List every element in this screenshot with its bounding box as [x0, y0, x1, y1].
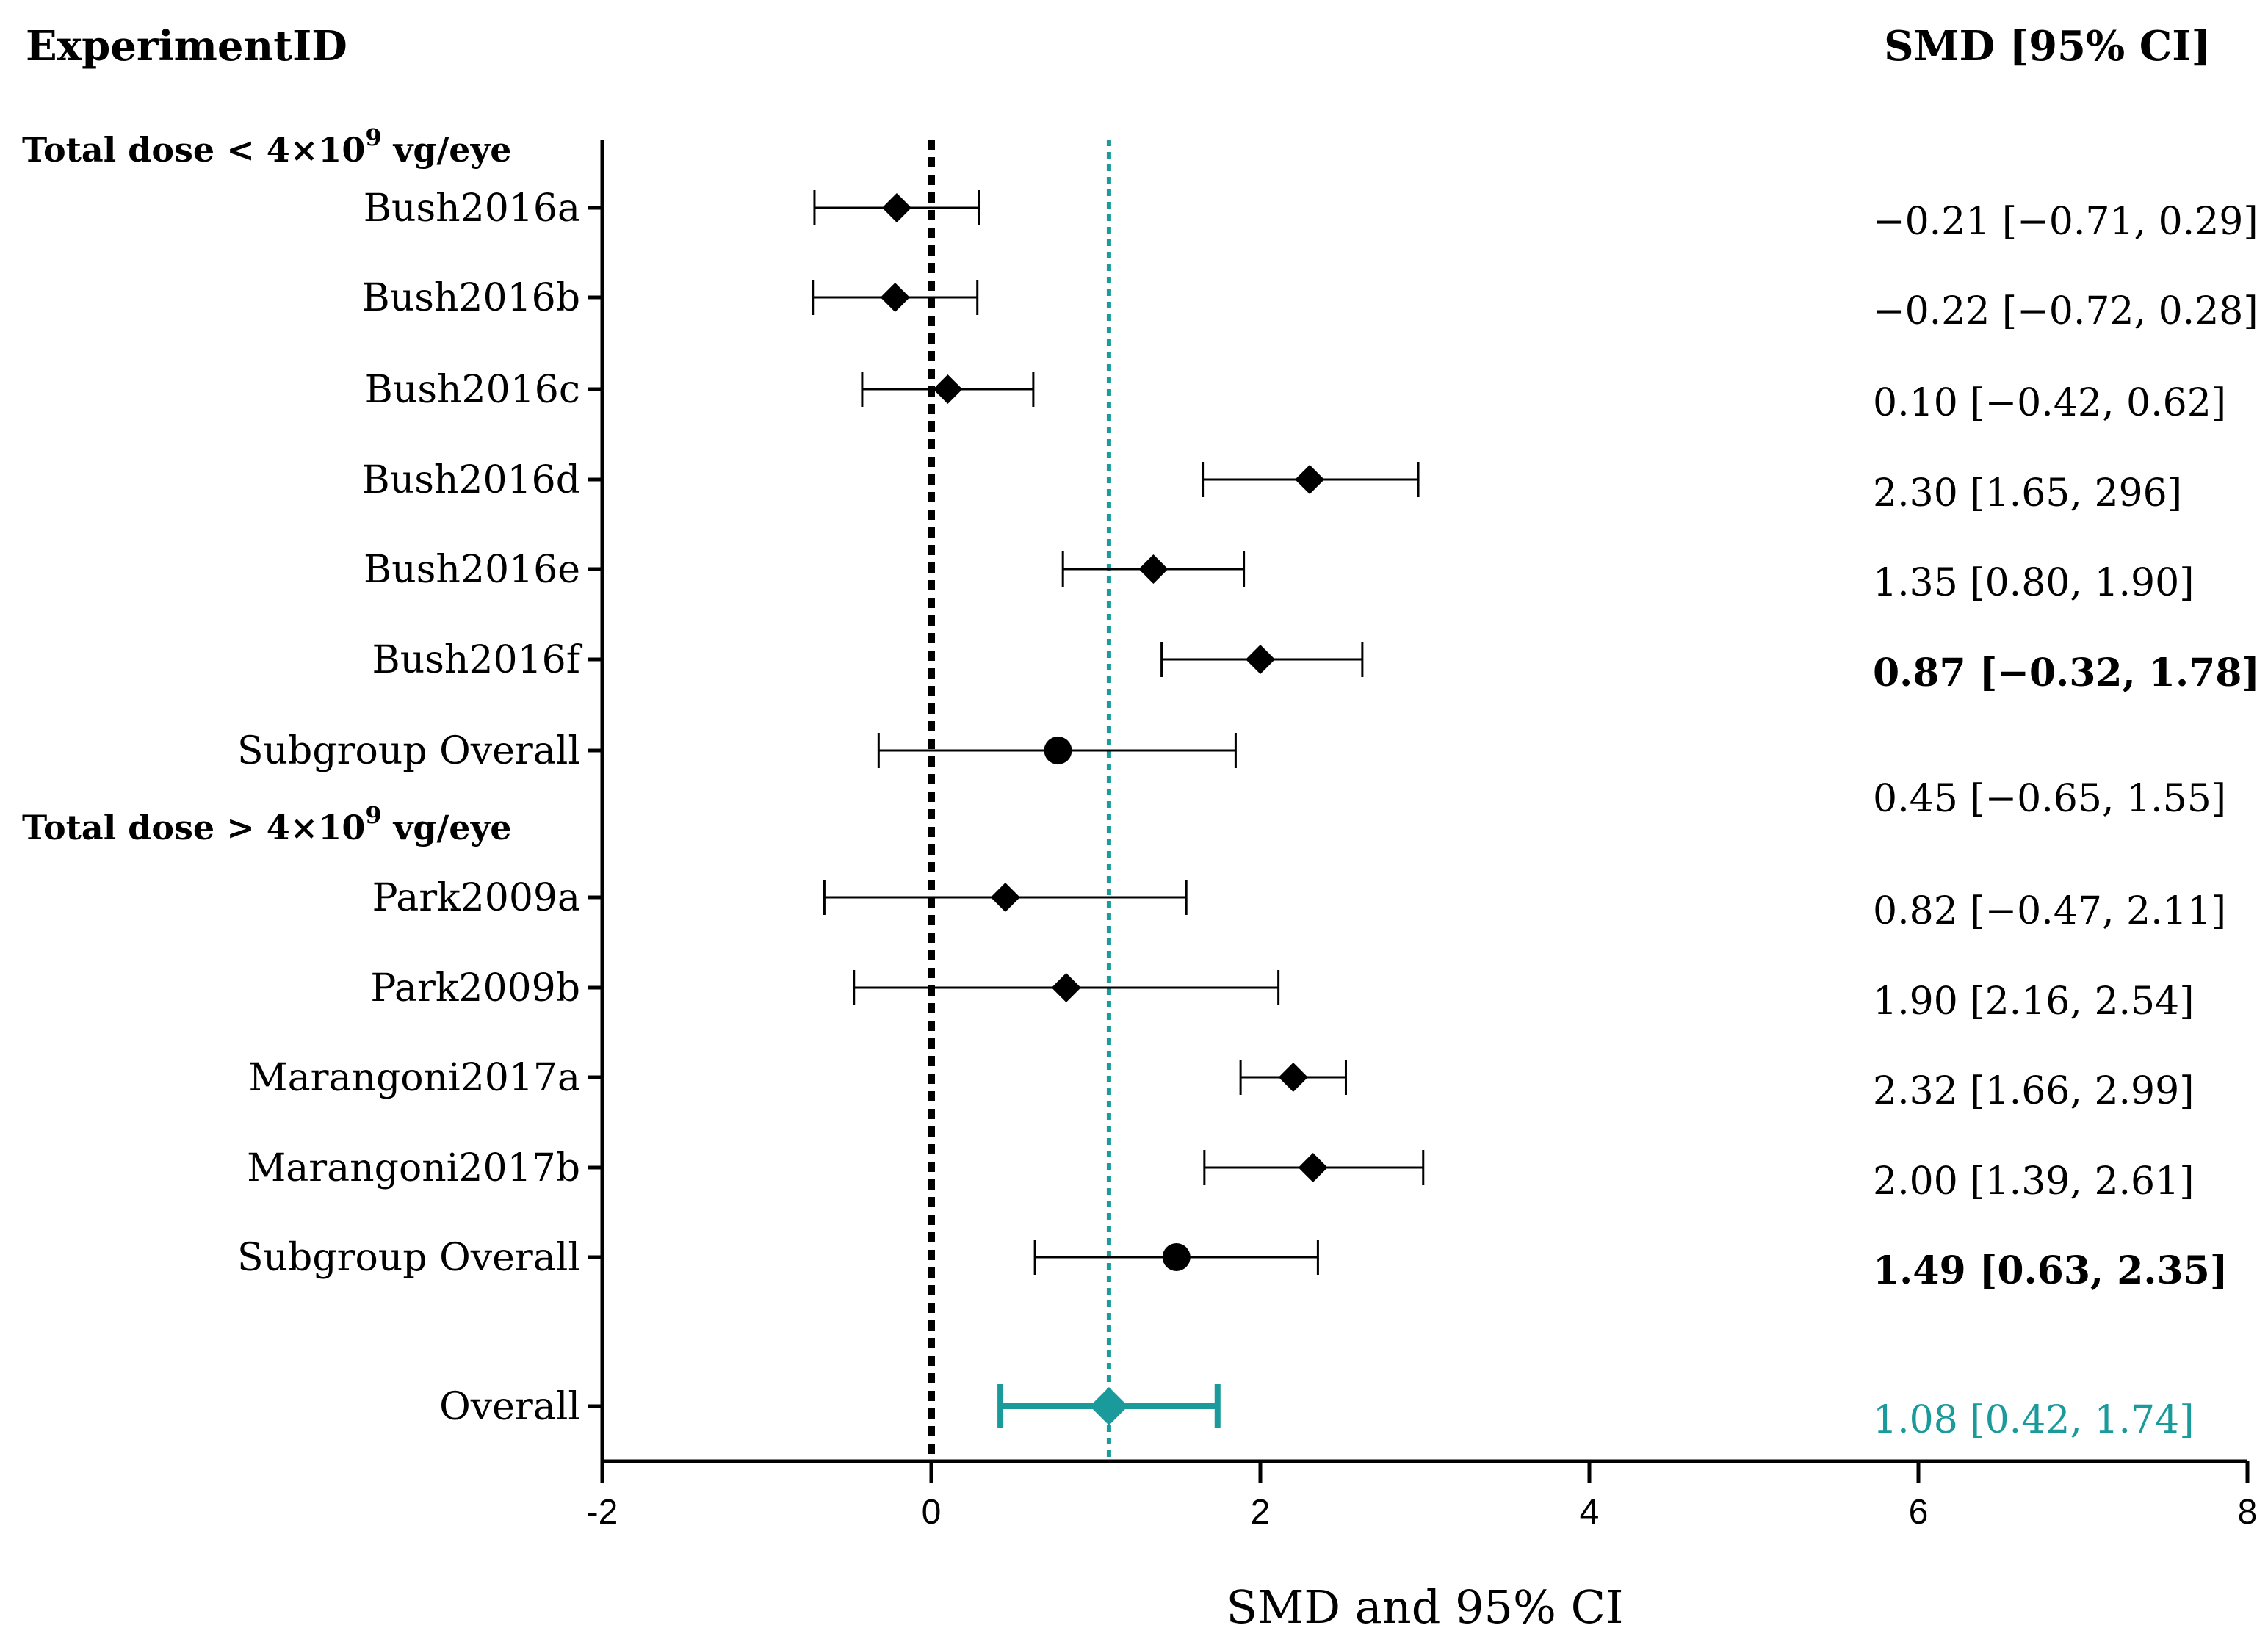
smd-value: −0.21 [−0.71, 0.29] [1873, 200, 2258, 244]
smd-value: 2.00 [1.39, 2.61] [1873, 1159, 2195, 1204]
study-label: Bush2016f [372, 638, 583, 682]
smd-value: 2.32 [1.66, 2.99] [1873, 1069, 2195, 1113]
smd-value: 0.82 [−0.47, 2.11] [1873, 889, 2226, 933]
study-row: Park2009a 0.82 [−0.47, 2.11] [372, 876, 2226, 933]
study-row: Bush2016e 1.35 [0.80, 1.90] [364, 548, 2195, 605]
smd-value: 0.10 [−0.42, 0.62] [1873, 381, 2226, 425]
study-label: Bush2016e [364, 548, 580, 592]
study-label: Bush2016a [364, 187, 580, 231]
study-row: Park2009b 1.90 [2.16, 2.54] [370, 966, 2194, 1024]
study-row: Marangoni2017a 2.32 [1.66, 2.99] [248, 1056, 2194, 1113]
smd-value: 1.90 [2.16, 2.54] [1873, 980, 2195, 1024]
study-row: Bush2016c 0.10 [−0.42, 0.62] [365, 368, 2226, 425]
study-row: Subgroup Overall 1.49 [0.63, 2.35] [237, 1236, 2228, 1293]
study-row: Bush2016d 2.30 [1.65, 296] [361, 458, 2182, 515]
study-rows: Bush2016a −0.21 [−0.71, 0.29] Bush2016b −0.… [237, 187, 2260, 1442]
point-estimate-diamond [933, 374, 963, 404]
point-estimate-diamond [1051, 973, 1081, 1002]
study-row: Overall 1.08 [0.42, 1.74] [439, 1384, 2195, 1442]
point-estimate-diamond [1295, 465, 1325, 494]
study-label: Bush2016c [365, 368, 580, 412]
study-label: Marangoni2017b [247, 1146, 580, 1190]
point-estimate-diamond [1278, 1063, 1308, 1092]
study-row: Bush2016b −0.22 [−0.72, 0.28] [361, 276, 2258, 333]
smd-value: 1.49 [0.63, 2.35] [1873, 1248, 2228, 1293]
study-label: Overall [439, 1385, 580, 1429]
study-label: Park2009b [370, 966, 580, 1010]
labels: ExperimentID SMD [95% CI] Total dose < 4×1… [22, 22, 2226, 847]
x-tick-label: 2 [1251, 1493, 1271, 1532]
study-row: Bush2016f 0.87 [−0.32, 1.78] [372, 638, 2261, 695]
study-label: Park2009a [372, 876, 580, 920]
point-estimate-diamond [881, 193, 911, 222]
x-tick-label: 6 [1909, 1493, 1929, 1532]
smd-value: 2.30 [1.65, 296] [1873, 471, 2182, 515]
study-label: Subgroup Overall [237, 729, 580, 773]
point-estimate-diamond [1089, 1387, 1128, 1425]
study-row: Bush2016a −0.21 [−0.71, 0.29] [364, 187, 2258, 244]
smd-value: 1.35 [0.80, 1.90] [1873, 561, 2195, 605]
point-estimate-diamond [1246, 645, 1275, 674]
point-estimate-circle [1044, 737, 1072, 764]
point-estimate-diamond [880, 283, 910, 312]
point-estimate-diamond [1138, 554, 1169, 584]
point-estimate-circle [1162, 1243, 1191, 1271]
smd-value: −0.22 [−0.72, 0.28] [1873, 289, 2258, 333]
study-row: Marangoni2017b 2.00 [1.39, 2.61] [247, 1146, 2194, 1204]
x-tick-label: -2 [587, 1493, 618, 1532]
point-estimate-diamond [1298, 1153, 1328, 1182]
study-label: Marangoni2017a [248, 1056, 580, 1100]
study-label: Subgroup Overall [237, 1236, 580, 1280]
x-tick-label: 8 [2238, 1493, 2258, 1532]
x-tick-label: 0 [922, 1493, 942, 1532]
reference-lines [928, 140, 1111, 1461]
axes: -2 0 2 4 6 8 SMD and 95% CI [587, 140, 2258, 1634]
study-label: Bush2016d [361, 458, 580, 502]
smd-value: 0.45 [−0.65, 1.55] [1873, 777, 2226, 821]
group-header: Total dose > 4×109 vg/eye [22, 801, 512, 847]
group-header: Total dose < 4×109 vg/eye [22, 123, 512, 170]
smd-value: 0.87 [−0.32, 1.78] [1873, 651, 2260, 695]
smd-value: 1.08 [0.42, 1.74] [1873, 1398, 2195, 1442]
point-estimate-diamond [990, 883, 1020, 912]
x-tick-label: 4 [1580, 1493, 1600, 1532]
study-label: Bush2016b [361, 276, 580, 320]
header-experiment-id: ExperimentID [26, 22, 347, 70]
header-smd-ci: SMD [95% CI] [1884, 22, 2211, 70]
x-axis-label: SMD and 95% CI [1226, 1580, 1623, 1634]
study-row: Subgroup Overall [237, 729, 1237, 773]
